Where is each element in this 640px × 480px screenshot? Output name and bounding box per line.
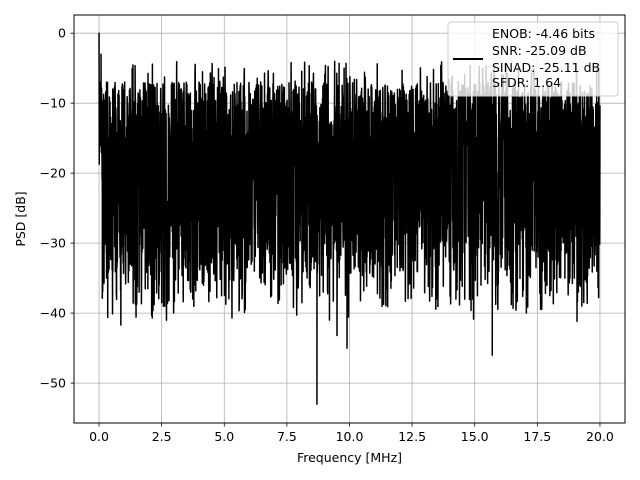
legend-line-sfdr: SFDR: 1.64 — [492, 75, 561, 90]
legend: ENOB: -4.46 bits SNR: -25.09 dB SINAD: -… — [447, 21, 619, 97]
legend-line-snr: SNR: -25.09 dB — [492, 43, 587, 58]
x-tick-label: 20.0 — [586, 429, 614, 444]
x-tick-label: 15.0 — [461, 429, 489, 444]
ticks: 0.0 2.5 5.0 7.5 10.0 12.5 15.0 17.5 20.0 0 −10 −20 −… — [40, 26, 614, 444]
x-tick-label: 5.0 — [214, 429, 234, 444]
x-tick-label: 7.5 — [277, 429, 297, 444]
x-tick-label: 2.5 — [152, 429, 172, 444]
x-tick-label: 12.5 — [398, 429, 426, 444]
legend-box — [447, 21, 619, 97]
y-tick-label: −30 — [40, 236, 66, 251]
x-tick-label: 0.0 — [89, 429, 109, 444]
x-axis-label: Frequency [MHz] — [297, 450, 402, 465]
psd-series-line — [98, 32, 601, 405]
y-tick-label: −10 — [40, 96, 66, 111]
plot-area — [98, 32, 601, 405]
legend-line-enob: ENOB: -4.46 bits — [492, 26, 595, 41]
y-axis-label: PSD [dB] — [13, 191, 28, 246]
y-tick-label: −40 — [40, 306, 66, 321]
y-tick-label: −20 — [40, 166, 66, 181]
legend-line-sinad: SINAD: -25.11 dB — [492, 60, 600, 75]
x-tick-label: 17.5 — [523, 429, 551, 444]
y-tick-label: 0 — [58, 26, 66, 41]
y-tick-label: −50 — [40, 376, 66, 391]
plot-frame — [73, 14, 626, 424]
x-tick-label: 10.0 — [336, 429, 364, 444]
